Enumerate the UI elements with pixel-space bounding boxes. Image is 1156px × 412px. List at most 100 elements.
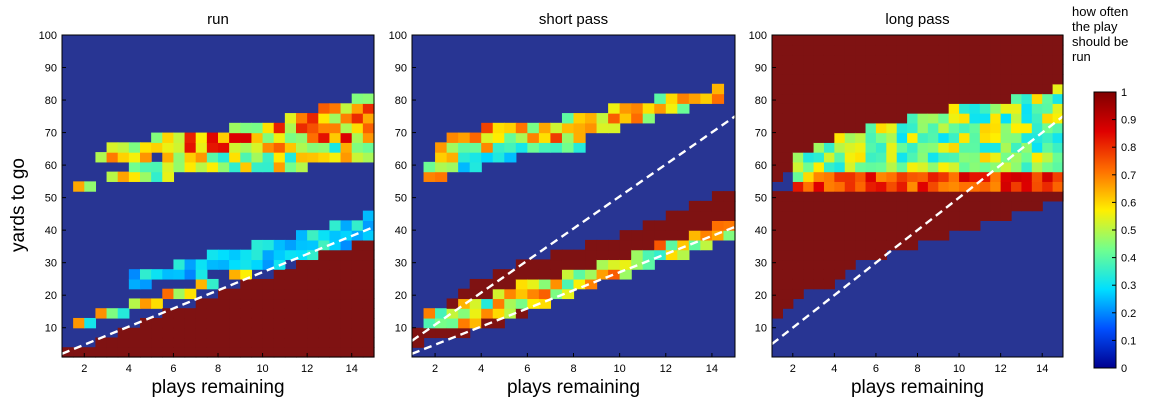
- heatmap-cell: [351, 220, 364, 231]
- heatmap-cell: [792, 83, 804, 95]
- heatmap-cell: [834, 83, 846, 95]
- heatmap-cell: [907, 122, 919, 134]
- heatmap-cell: [1021, 64, 1033, 75]
- heatmap-cell: [1011, 142, 1023, 153]
- heatmap-cell: [106, 347, 119, 358]
- heatmap-cell: [813, 220, 825, 231]
- y-tick-label: 80: [395, 95, 407, 107]
- heatmap-cell: [948, 161, 960, 173]
- heatmap-cell: [561, 278, 575, 290]
- heatmap-cell: [772, 103, 783, 114]
- heatmap-cell: [296, 337, 308, 348]
- y-tick-label: 80: [45, 95, 57, 107]
- heatmap-cell: [875, 230, 887, 241]
- heatmap-cell: [340, 103, 353, 114]
- heatmap-cell: [273, 327, 286, 339]
- heatmap-cell: [1021, 200, 1033, 212]
- heatmap-cell: [865, 239, 877, 251]
- heatmap-cell: [206, 152, 219, 163]
- heatmap-cell: [240, 308, 253, 319]
- y-tick-label: 40: [45, 225, 57, 237]
- heatmap-cell: [573, 122, 586, 134]
- heatmap-cell: [262, 308, 275, 319]
- heatmap-cell: [251, 337, 264, 348]
- heatmap-cell: [351, 152, 364, 163]
- heatmap-cell: [907, 132, 919, 143]
- colorbar-tick-label: 0.9: [1121, 115, 1136, 127]
- heatmap-cell: [95, 308, 108, 319]
- heatmap-cell: [284, 152, 297, 163]
- heatmap-cell: [329, 122, 342, 134]
- heatmap-cell: [990, 200, 1002, 212]
- heatmap-cell: [927, 210, 939, 221]
- heatmap-cell: [1052, 74, 1064, 85]
- heatmap-cell: [184, 337, 197, 348]
- heatmap-cell: [865, 83, 877, 95]
- heatmap-cell: [886, 83, 898, 95]
- heatmap-cell: [173, 269, 186, 280]
- heatmap-cell: [351, 327, 364, 339]
- panel-title: short pass: [539, 11, 608, 28]
- heatmap-cell: [229, 142, 241, 153]
- heatmap-cell: [823, 278, 835, 290]
- heatmap-cell: [927, 54, 939, 65]
- heatmap-cell: [117, 327, 130, 339]
- heatmap-cell: [458, 152, 471, 163]
- heatmap-cell: [654, 93, 667, 104]
- heatmap-cell: [865, 113, 877, 124]
- heatmap-cell: [229, 347, 241, 358]
- heatmap-cell: [803, 181, 815, 192]
- heatmap-cell: [619, 269, 632, 280]
- heatmap-cell: [184, 161, 197, 173]
- heatmap-cell: [948, 220, 960, 231]
- heatmap-cell: [469, 278, 482, 290]
- heatmap-cell: [803, 103, 815, 114]
- heatmap-cell: [273, 317, 286, 329]
- heatmap-cell: [481, 278, 494, 290]
- heatmap-cell: [284, 142, 297, 153]
- heatmap-cell: [218, 347, 230, 358]
- heatmap-cell: [907, 93, 919, 104]
- heatmap-cell: [307, 142, 319, 153]
- heatmap-cell: [195, 269, 208, 280]
- heatmap-cell: [834, 54, 846, 65]
- heatmap-cell: [677, 103, 690, 114]
- y-tick-label: 100: [749, 30, 767, 42]
- heatmap-cell: [959, 44, 971, 56]
- y-tick-label: 10: [755, 323, 767, 335]
- heatmap-cell: [1042, 64, 1054, 75]
- heatmap-cell: [162, 152, 175, 163]
- x-tick-label: 4: [831, 363, 837, 375]
- heatmap-cell: [1000, 210, 1012, 221]
- heatmap-cell: [886, 161, 898, 173]
- heatmap-cell: [527, 288, 540, 300]
- x-tick-label: 8: [215, 363, 221, 375]
- heatmap-cell: [959, 200, 971, 212]
- heatmap-cell: [1000, 54, 1012, 65]
- heatmap-cell: [823, 210, 835, 221]
- heatmap-cell: [481, 308, 494, 319]
- heatmap-cell: [515, 308, 528, 319]
- heatmap-cell: [95, 337, 108, 348]
- colorbar-tick-label: 0.4: [1121, 253, 1136, 265]
- heatmap-cell: [251, 152, 264, 163]
- heatmap-cell: [917, 113, 929, 124]
- heatmap-cell: [938, 210, 950, 221]
- heatmap-cell: [855, 35, 867, 46]
- heatmap-cell: [990, 191, 1002, 202]
- heatmap-cell: [875, 35, 887, 46]
- heatmap-cell: [619, 113, 632, 124]
- heatmap-cell: [844, 64, 856, 75]
- heatmap-cell: [184, 132, 197, 143]
- heatmap-cell: [677, 93, 690, 104]
- heatmap-cell: [1011, 83, 1023, 95]
- heatmap-cell: [896, 220, 908, 231]
- heatmap-cell: [772, 298, 783, 309]
- heatmap-cell: [117, 337, 130, 348]
- heatmap-cell: [1031, 132, 1043, 143]
- heatmap-cell: [195, 347, 208, 358]
- heatmap-cell: [206, 161, 219, 173]
- heatmap-cell: [907, 161, 919, 173]
- heatmap-cell: [1031, 142, 1043, 153]
